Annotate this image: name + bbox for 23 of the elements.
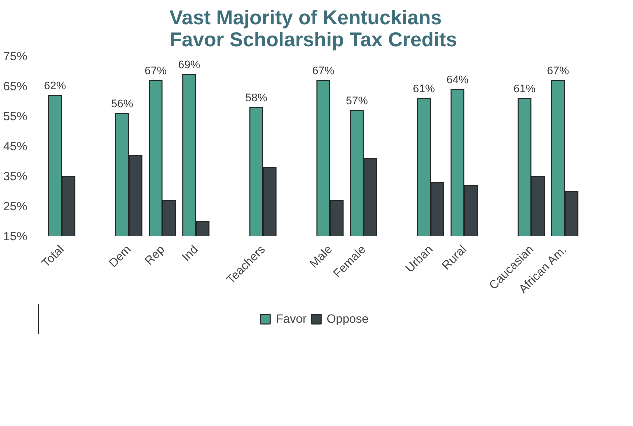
legend-label: Oppose [326, 312, 369, 326]
y-tick-label: 35% [3, 170, 28, 184]
data-label: 67% [312, 66, 335, 78]
data-label: 61% [514, 84, 536, 96]
y-tick-label: 25% [3, 200, 28, 214]
data-label: 67% [144, 66, 168, 78]
y-tick-label: 65% [3, 80, 28, 94]
data-label: 58% [245, 92, 268, 104]
data-label: 64% [446, 74, 469, 86]
x-tick-label: Ind [179, 242, 202, 264]
y-tick-label: 55% [3, 110, 28, 124]
data-label: 61% [413, 84, 436, 96]
data-label: 62% [44, 80, 66, 92]
data-label: 57% [346, 96, 368, 108]
data-label: 69% [178, 60, 201, 72]
x-tick-label: Rep [142, 242, 168, 268]
y-tick-label: 75% [3, 50, 28, 64]
y-tick-label: 45% [3, 140, 28, 154]
data-label: 67% [547, 66, 570, 78]
legend-label: Favor [276, 312, 307, 326]
chart-title: Vast Majority of Kentuckians Favor Scholarship Tax Credits [170, 8, 458, 52]
y-tick-label: 15% [3, 230, 28, 244]
data-label: 56% [111, 98, 134, 110]
